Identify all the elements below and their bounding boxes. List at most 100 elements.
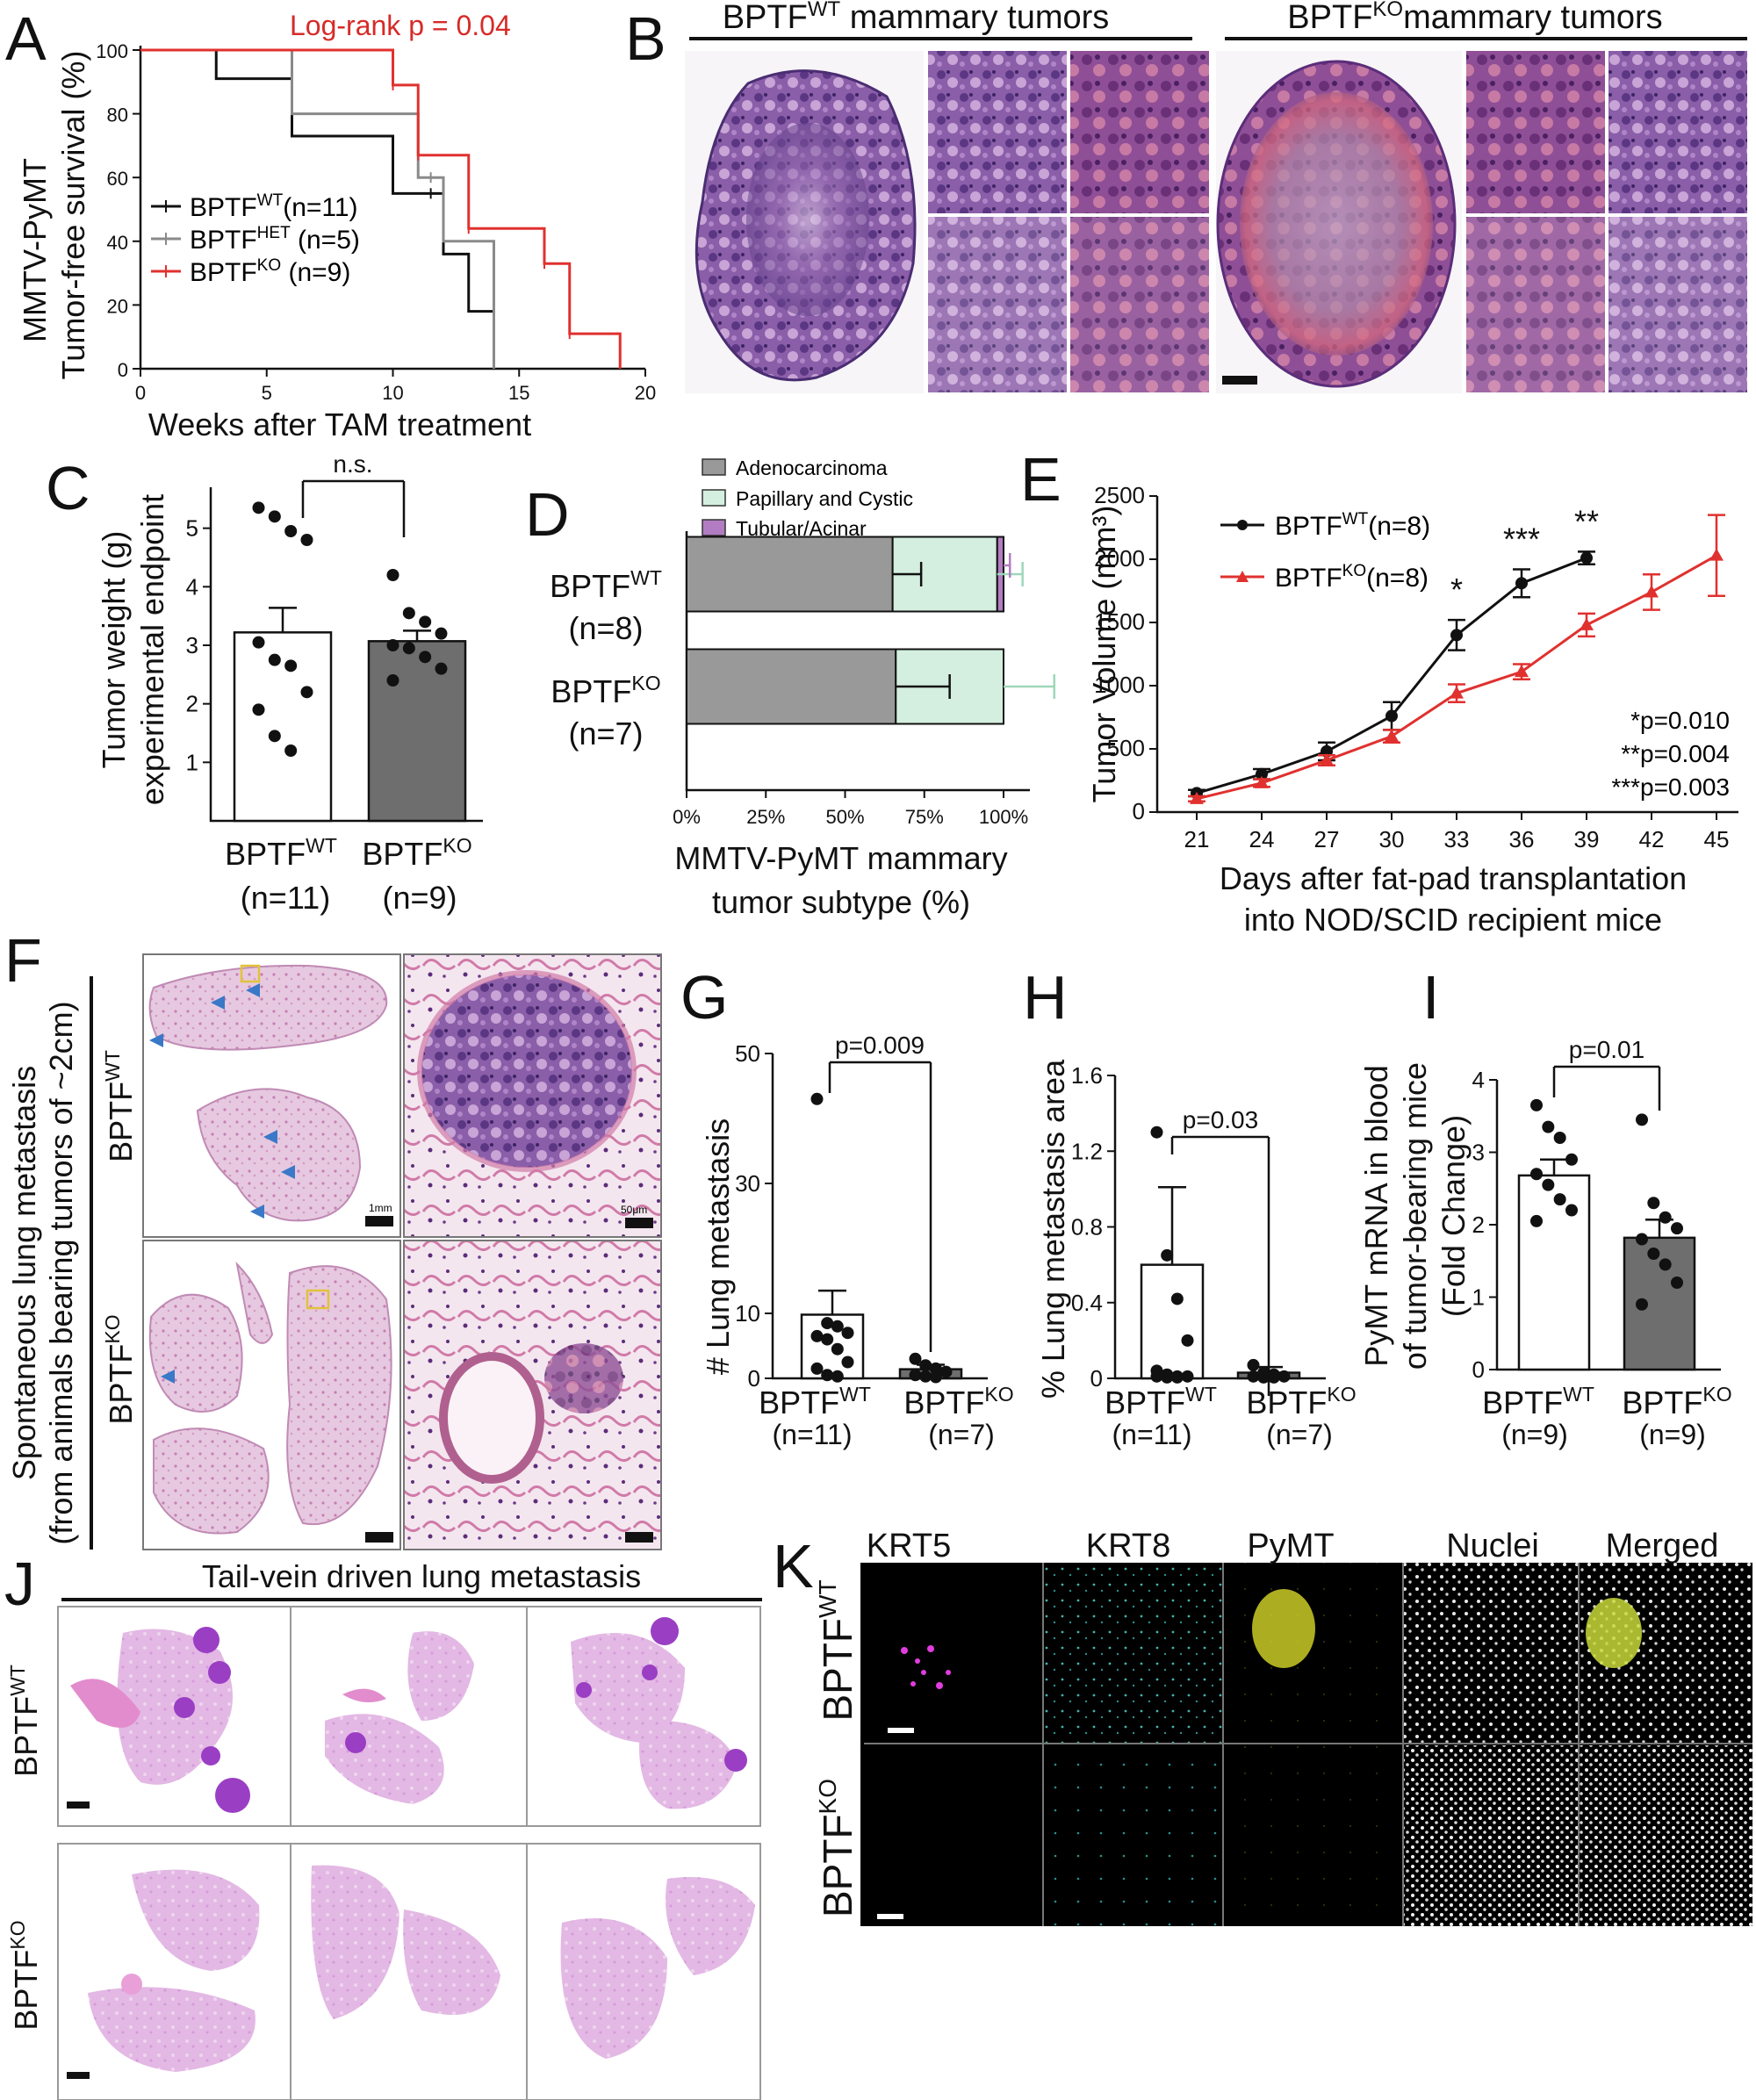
data-point-e [1450, 686, 1464, 699]
svg-text:BPTFKO(n=8): BPTFKO(n=8) [1275, 562, 1429, 593]
group-label-h-ko: BPTFKO [1246, 1383, 1356, 1420]
legend-a: BPTFWT(n=11) BPTFHET (n=5) BPTFKO (n=9) [151, 191, 360, 287]
row-label-f-ko: BPTFKO [101, 1314, 139, 1424]
tailvein-wt-3 [571, 1617, 747, 1809]
y-tick-label: 0 [1090, 1365, 1103, 1392]
pvalue-e-1: *p=0.010 [1630, 707, 1730, 734]
data-point-1 [1647, 1197, 1660, 1210]
y-tick-label: 1 [1472, 1284, 1485, 1311]
significance-star: *** [1503, 521, 1540, 557]
panel-label-F: F [4, 926, 42, 995]
x-tick-label-d: 25% [746, 806, 785, 828]
y-tick-label: 4 [1472, 1067, 1485, 1093]
stacked-segment-0 [686, 648, 897, 725]
xlabel-d-line2: tumor subtype (%) [712, 884, 970, 920]
scale-bar-j-wt [67, 1802, 90, 1809]
group-n-g-ko: (n=7) [928, 1419, 995, 1450]
data-point-1 [1247, 1358, 1260, 1371]
data-point-0 [1161, 1248, 1174, 1262]
y-tick-label: 0.4 [1071, 1290, 1103, 1316]
data-point-0 [821, 1369, 834, 1382]
data-point-1 [909, 1369, 922, 1382]
sig-label-g: p=0.009 [835, 1032, 925, 1059]
group-label-c-wt: BPTFWT [225, 834, 337, 872]
row-label-j-ko: BPTFKO [6, 1920, 44, 2030]
data-point-e [1256, 767, 1268, 780]
sig-bracket-i [1552, 1065, 1661, 1111]
data-point-0 [300, 534, 313, 546]
data-point-e [1580, 551, 1593, 565]
data-point-0 [1565, 1204, 1578, 1217]
legend-adeno: Adenocarcinoma [736, 457, 888, 479]
y-tick-label-e: 2500 [1094, 482, 1145, 508]
group-label-d-ko: BPTFKO [551, 672, 660, 709]
title-j: Tail-vein driven lung metastasis [202, 1558, 641, 1594]
data-point-0 [1542, 1120, 1555, 1133]
x-tick-label-d: 100% [979, 806, 1028, 828]
plot-i: 0 1 2 3 4 [1472, 1067, 1721, 1383]
data-point-0 [1181, 1370, 1194, 1383]
panel-J: J Tail-vein driven lung metastasis BPTFW… [4, 1550, 762, 2100]
pvalue-e-3: ***p=0.003 [1611, 773, 1730, 801]
pymt-signal-wt [1252, 1589, 1315, 1668]
data-point-e [1190, 791, 1204, 804]
data-point-e [1450, 629, 1463, 642]
panel-B: B BPTFWT mammary tumors BPTFKOmammary tu… [625, 0, 1747, 393]
if-ko-pymt [1224, 1745, 1402, 1926]
legend-item-wt: BPTFWT(n=11) [151, 191, 358, 222]
data-point-1 [386, 569, 399, 581]
if-wt-krt8 [1044, 1563, 1222, 1743]
legend-papillary: Papillary and Cystic [736, 487, 913, 510]
xlabel-d-line1: MMTV-PyMT mammary [674, 840, 1007, 876]
x-tick-label-e: 39 [1574, 826, 1600, 852]
data-point-0 [831, 1370, 844, 1383]
ylabel-g: # Lung metastasis [700, 1118, 736, 1375]
xlabel-e-line1: Days after fat-pad transplantation [1220, 860, 1687, 896]
group-n-d-wt: (n=8) [568, 610, 643, 646]
data-point-0 [268, 730, 281, 743]
channel-label-krt5: KRT5 [867, 1528, 951, 1564]
header-b-ko: BPTFKOmammary tumors [1287, 0, 1662, 36]
if-ko-krt5 [864, 1745, 1042, 1926]
y-tick-label-a: 0 [118, 359, 128, 381]
data-point-0 [821, 1317, 834, 1330]
side-label-f-line2: (from animals bearing tumors of ~2cm) [43, 1001, 79, 1544]
legend-e: BPTFWT(n=8) BPTFKO(n=8) [1220, 510, 1430, 593]
data-point-1 [1659, 1258, 1672, 1271]
he-zoom-wt-1 [928, 51, 1067, 213]
x-tick-label-e: 27 [1314, 826, 1340, 852]
significance-star: * [1450, 572, 1463, 608]
axes-a: 0 20 40 60 80 100 0 5 10 15 20 [96, 40, 656, 404]
y-tick-label: 50 [735, 1040, 760, 1067]
data-point-0 [810, 1329, 824, 1342]
y-tick-label: 3 [1472, 1140, 1485, 1166]
panel-label-E: E [1020, 445, 1062, 514]
data-point-1 [929, 1370, 942, 1384]
scale-bar-b [1222, 376, 1257, 385]
stacked-segment-0 [686, 536, 894, 613]
legend-swatch-adeno [702, 458, 726, 476]
data-point-0 [252, 636, 265, 649]
bar-0 [1140, 1263, 1205, 1380]
ylabel-a-line2: Tumor-free survival (%) [55, 51, 91, 380]
metastatic-nodule-wt [421, 974, 632, 1168]
y-tick-label-e: 500 [1107, 735, 1145, 761]
group-label-g-wt: BPTFWT [759, 1383, 871, 1420]
he-zoom-ko-3 [1466, 217, 1605, 392]
group-label-c-ko: BPTFKO [362, 834, 471, 872]
data-point-0 [821, 1333, 834, 1346]
data-point-1 [1277, 1370, 1291, 1383]
if-wt-nuclei [1404, 1563, 1578, 1743]
data-point-1 [435, 662, 448, 675]
y-tick-label: 5 [186, 515, 198, 542]
tailvein-ko-1 [88, 1869, 260, 2072]
xlabel-e-line2: into NOD/SCID recipient mice [1244, 902, 1662, 938]
svg-text:BPTFWT(n=8): BPTFWT(n=8) [1275, 510, 1430, 541]
y-tick-label: 30 [735, 1170, 760, 1197]
panel-E: E Tumor Volume (mm³) 0 500 1000 1500 2000 250… [1020, 445, 1738, 938]
ylabel-i-line2: of tumor-bearing mice [1397, 1062, 1433, 1370]
significance-star: ** [1574, 503, 1599, 539]
y-tick-label-a: 40 [107, 232, 128, 254]
scale-bar-f-1mm [365, 1216, 393, 1226]
